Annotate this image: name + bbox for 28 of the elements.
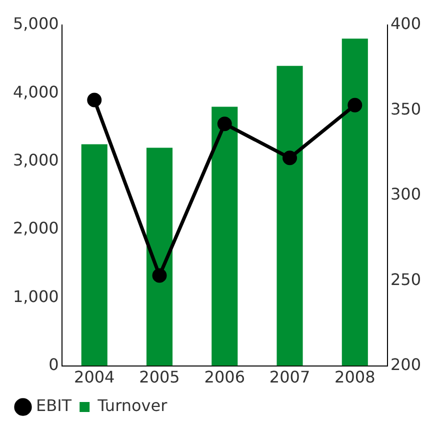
point [152,268,167,283]
y2-tick-label: 400 [390,14,422,34]
bar [81,144,108,366]
legend-label: Turnover [96,396,168,416]
y-tick-label: 1,000 [12,286,59,306]
x-tick-label: 2008 [334,368,376,387]
x-tick-label: 2004 [74,368,115,387]
y-tick-label: 3,000 [12,150,59,170]
point [217,116,232,132]
x-tick-label: 2005 [139,368,180,387]
point [87,92,102,108]
legend-label: EBIT [36,396,72,416]
y-tick-label: 4,000 [12,82,59,102]
y-tick-label: 0 [48,354,59,374]
bar [342,38,368,366]
y2-tick-label: 250 [390,270,422,289]
bar [276,66,303,366]
y-tick-label: 2,000 [12,218,59,238]
x-tick-label: 2007 [269,368,310,387]
y2-tick-label: 350 [390,99,422,118]
x-tick-label: 2006 [204,368,245,387]
bar [212,106,238,366]
y2-tick-label: 300 [390,184,422,204]
y2-tick-label: 200 [390,354,422,374]
point [282,150,298,166]
bar [146,148,173,366]
point [348,98,362,112]
y-tick-label: 5,000 [12,14,59,34]
